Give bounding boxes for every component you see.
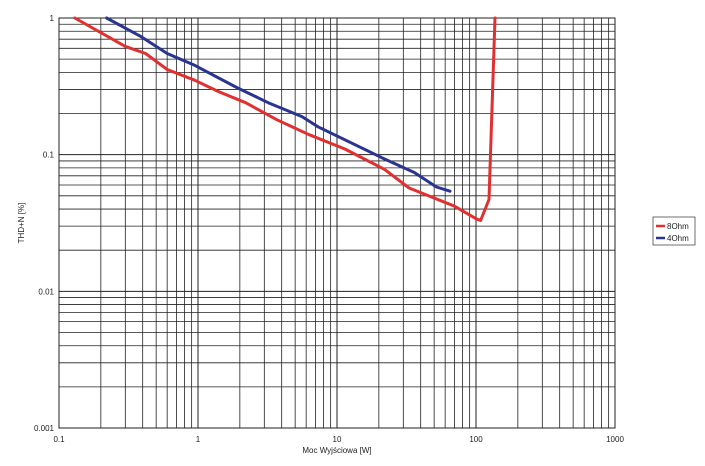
legend: 8Ohm 4Ohm [652, 216, 696, 246]
y-tick-label: 0.1 [43, 151, 55, 160]
x-tick-label: 100 [469, 435, 483, 444]
x-tick-label: 1 [196, 435, 201, 444]
x-tick-label: 0.1 [53, 435, 65, 444]
x-tick-label: 1000 [606, 435, 624, 444]
x-tick-label: 10 [333, 435, 342, 444]
legend-box [652, 216, 696, 246]
y-tick-labels: 1 0.1 0.01 0.001 [34, 14, 55, 433]
grid [58, 18, 615, 429]
x-axis-label: Moc Wyjściowa [W] [302, 446, 371, 455]
y-tick-label: 1 [50, 14, 55, 23]
x-tick-labels: 0.1 1 10 100 1000 [53, 435, 624, 444]
y-tick-label: 0.001 [34, 424, 55, 433]
legend-label-4ohm: 4Ohm [667, 234, 689, 243]
y-axis-label: THD+N [%] [17, 203, 26, 244]
y-tick-label: 0.01 [38, 287, 54, 296]
legend-label-8ohm: 8Ohm [667, 222, 689, 231]
plot-frame [58, 17, 616, 429]
series-line-4ohm [105, 16, 452, 193]
series-line-8ohm [73, 16, 497, 222]
series-group [73, 16, 497, 222]
